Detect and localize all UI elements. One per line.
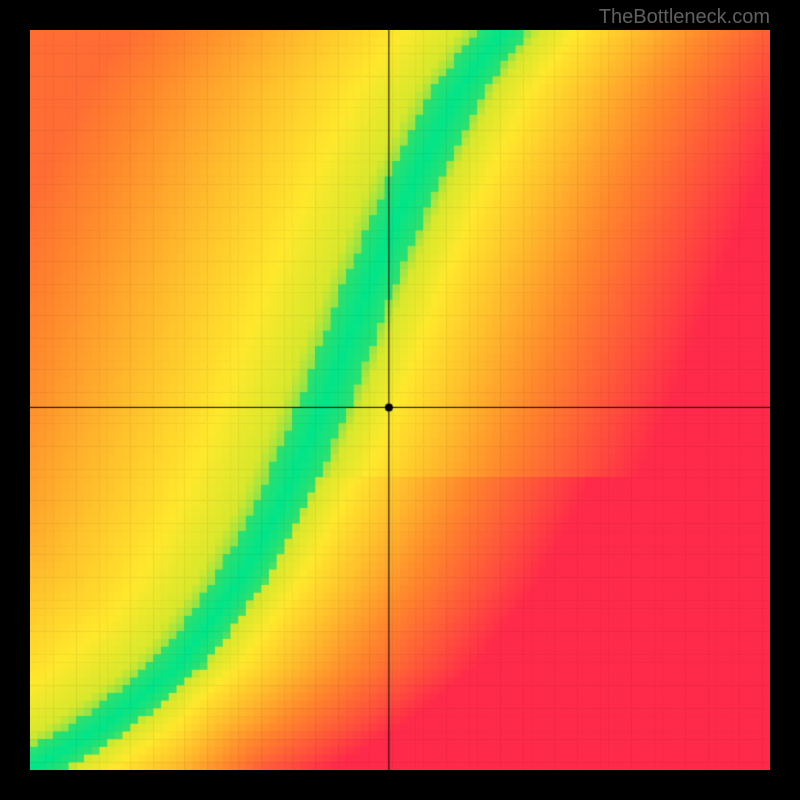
heatmap-plot bbox=[30, 30, 770, 770]
watermark-text: TheBottleneck.com bbox=[599, 6, 770, 29]
heatmap-canvas bbox=[30, 30, 770, 770]
